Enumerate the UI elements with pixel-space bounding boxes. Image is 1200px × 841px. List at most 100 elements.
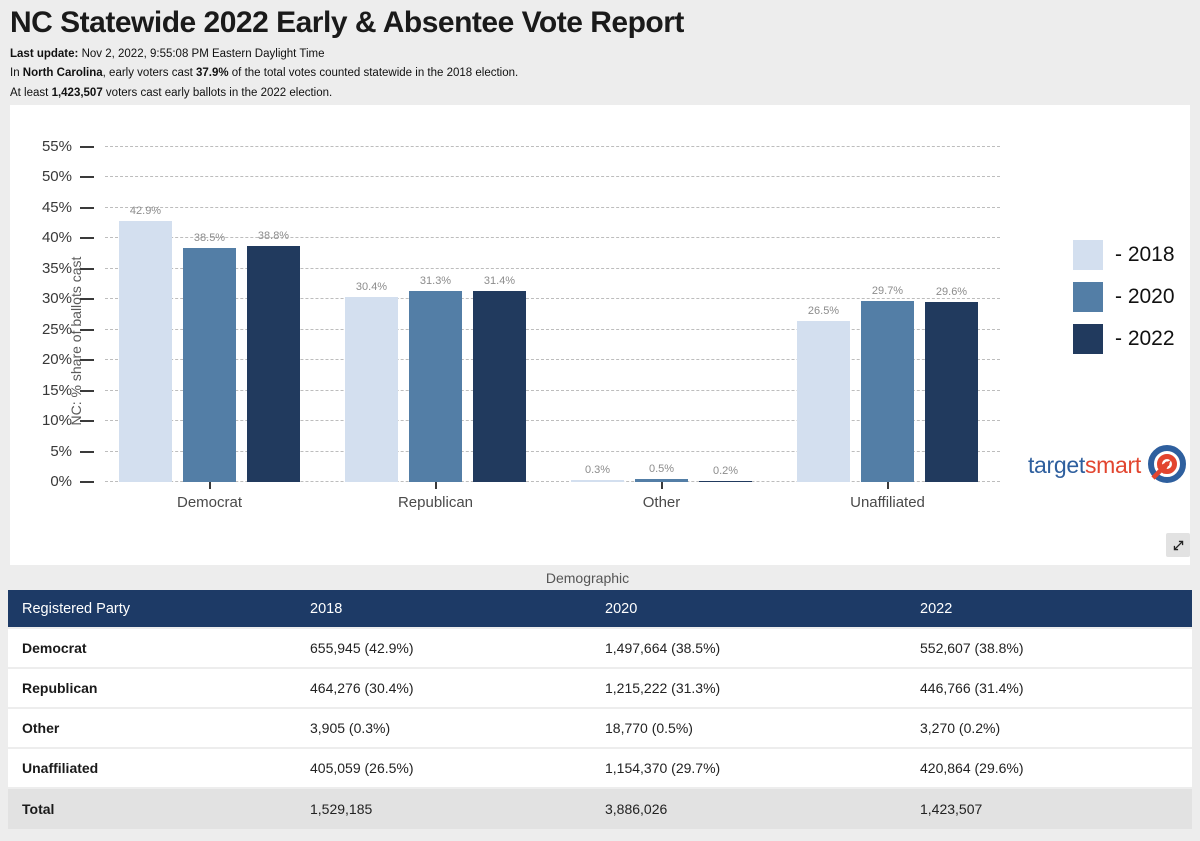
target-bullseye-arrow-icon (1148, 445, 1186, 483)
bar-2022-unaffiliated[interactable]: 29.6% (925, 286, 978, 482)
bar-group-democrat: 42.9% 38.5% 38.8% (119, 147, 300, 482)
gridline-50 (105, 176, 1000, 178)
table-row-total: Total 1,529,185 3,886,026 1,423,507 (8, 789, 1192, 829)
cell-value-2020-unaffiliated: 1,154,370 (29.7%) (605, 760, 721, 776)
gridline-0 (105, 481, 1000, 482)
x-axis-title: Demographic (545, 570, 630, 586)
gridline-20 (105, 359, 1000, 361)
gridline-10 (105, 420, 1000, 422)
bar-2018-unaffiliated[interactable]: 26.5% (797, 305, 850, 482)
y-tick-55 (80, 146, 94, 148)
legend-swatch-2020 (1073, 282, 1103, 312)
cell-value-2020-other: 18,770 (0.5%) (605, 720, 693, 736)
bar-2018-other[interactable]: 0.3% (571, 464, 624, 482)
gridline-5 (105, 450, 1000, 452)
y-tick-label-25: 25% (41, 320, 72, 338)
table-row-other: Other 3,905 (0.3%) 18,770 (0.5%) 3,270 (0.2… (8, 709, 1192, 747)
legend-item-2020[interactable]: - 2020 (1073, 282, 1175, 312)
x-tick-democrat (209, 482, 211, 489)
cell-value-2022-other: 3,270 (0.2%) (920, 720, 1001, 736)
cell-row-label-total: Total (22, 801, 55, 817)
legend-label-2022: - 2022 (1115, 327, 1175, 350)
gridline-15 (105, 389, 1000, 391)
bar-2020-democrat[interactable]: 38.5% (183, 232, 236, 482)
bar-group-unaffiliated: 26.5% 29.7% 29.6% (797, 147, 978, 482)
bar-value-label-2018-other: 0.3% (584, 464, 611, 477)
y-tick-label-15: 15% (41, 381, 72, 399)
bar-2020-republican[interactable]: 31.3% (409, 275, 462, 482)
table-body: Democrat 655,945 (42.9%) 1,497,664 (38.5%)… (8, 629, 1192, 829)
summary-text: At least (10, 87, 52, 100)
table-header-row: Registered Party 2018 2020 2022 (8, 590, 1192, 627)
y-tick-label-45: 45% (41, 198, 72, 216)
cell-value-2018-republican: 464,276 (30.4%) (310, 680, 414, 696)
cell-value-2018-unaffiliated: 405,059 (26.5%) (310, 760, 414, 776)
cell-value-2020-republican: 1,215,222 (31.3%) (605, 680, 721, 696)
bar-2020-other[interactable]: 0.5% (635, 463, 688, 482)
targetsmart-logo-text: targetsmart (1028, 452, 1141, 479)
x-tick-unaffiliated (887, 482, 889, 489)
gridline-40 (105, 237, 1000, 239)
bar-2018-democrat[interactable]: 42.9% (119, 205, 172, 482)
y-tick-label-0: 0% (50, 473, 72, 490)
expand-chart-button[interactable] (1166, 533, 1190, 557)
summary-text: In (10, 67, 23, 80)
y-tick-label-10: 10% (41, 412, 72, 430)
chart-card: NC: % share of ballots cast 0% 5% 10% 15% 20… (10, 105, 1190, 586)
bar-2022-other[interactable]: 0.2% (699, 465, 752, 482)
cell-value-2018-democrat: 655,945 (42.9%) (310, 640, 414, 656)
bar-value-label-2020-republican: 31.3% (419, 275, 452, 288)
table-header-cell-2: 2020 (605, 600, 638, 617)
cell-value-2018-total: 1,529,185 (310, 801, 373, 817)
legend-swatch-2022 (1073, 324, 1103, 354)
y-tick-20 (80, 359, 94, 362)
bar-value-label-2018-democrat: 42.9% (129, 204, 162, 217)
bar-2020-unaffiliated[interactable]: 29.7% (861, 285, 914, 482)
y-tick-label-35: 35% (41, 259, 72, 277)
cell-row-label-unaffiliated: Unaffiliated (22, 760, 99, 776)
gridline-55 (105, 146, 1000, 147)
legend-item-2022[interactable]: - 2022 (1073, 324, 1175, 354)
table-row-republican: Republican 464,276 (30.4%) 1,215,222 (31.3… (8, 669, 1192, 707)
report-header: NC Statewide 2022 Early & Absentee Vote … (10, 4, 1190, 101)
summary-text: of the total votes counted statewide in … (228, 67, 519, 80)
y-tick-40 (80, 237, 94, 240)
legend-label-2018: - 2018 (1115, 243, 1175, 266)
summary-line-2018: In North Carolina, early voters cast 37.… (10, 66, 1190, 81)
gridline-45 (105, 206, 1000, 208)
y-tick-45 (80, 206, 94, 209)
legend-item-2018[interactable]: - 2018 (1073, 240, 1175, 270)
cell-value-2022-unaffiliated: 420,864 (29.6%) (920, 760, 1024, 776)
bar-value-label-2018-unaffiliated: 26.5% (807, 304, 840, 317)
table-header-cell-3: 2022 (920, 600, 953, 617)
y-tick-label-30: 30% (41, 290, 72, 308)
last-update-value: Nov 2, 2022, 9:55:08 PM Eastern Daylight… (78, 47, 325, 60)
y-tick-25 (80, 328, 94, 331)
y-tick-label-20: 20% (41, 351, 72, 369)
last-update-line: Last update: Nov 2, 2022, 9:55:08 PM Eas… (10, 47, 1190, 62)
bar-2022-democrat[interactable]: 38.8% (247, 230, 300, 482)
bar-group-republican: 30.4% 31.3% 31.4% (345, 147, 526, 482)
bar-value-label-2022-other: 0.2% (712, 464, 739, 477)
category-label-republican: Republican (397, 494, 474, 511)
logo-text-target: target (1027, 451, 1085, 478)
chart-legend: - 2018 - 2020 - 2022 (1073, 240, 1175, 366)
category-label-democrat: Democrat (176, 494, 243, 511)
vote-table: Registered Party 2018 2020 2022 Democrat 655… (8, 590, 1192, 829)
y-tick-label-5: 5% (50, 442, 72, 460)
category-label-unaffiliated: Unaffiliated (850, 494, 925, 511)
bar-value-label-2018-republican: 30.4% (355, 280, 388, 293)
legend-label-2020: - 2020 (1115, 285, 1175, 308)
bar-2018-republican[interactable]: 30.4% (345, 281, 398, 482)
cell-value-2022-total: 1,423,507 (920, 801, 983, 817)
gridline-35 (105, 267, 1000, 269)
cell-value-2018-other: 3,905 (0.3%) (310, 720, 391, 736)
bar-value-label-2020-unaffiliated: 29.7% (871, 285, 904, 298)
targetsmart-logo: targetsmart (1028, 445, 1186, 485)
cell-value-2022-democrat: 552,607 (38.8%) (920, 640, 1024, 656)
category-label-other: Other (642, 494, 681, 511)
plot-area: 0% 5% 10% 15% 20% 25% 30% 35% 40% 45% 50% 55% 42.9% 3… (42, 138, 1000, 511)
bar-2022-republican[interactable]: 31.4% (473, 275, 526, 482)
y-tick-0 (80, 481, 94, 483)
y-tick-50 (80, 176, 94, 179)
